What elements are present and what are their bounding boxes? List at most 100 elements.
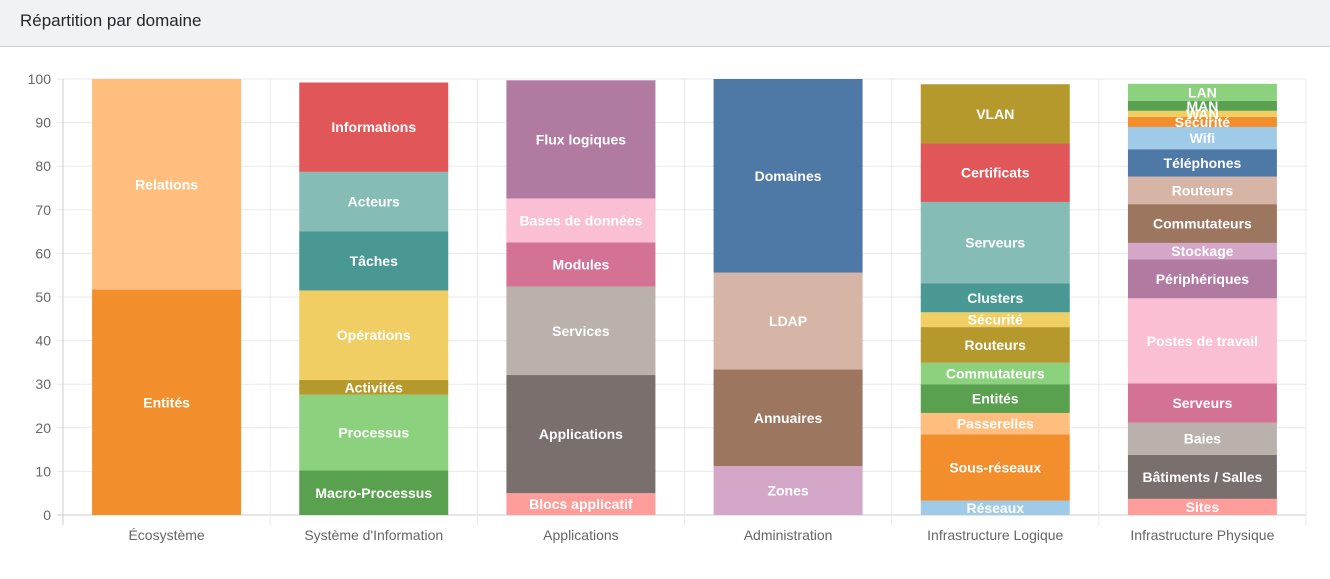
y-tick-label: 90	[35, 115, 51, 131]
bar-segment	[506, 80, 656, 199]
bar-stack: Macro-Processus Processus Activités Opérati…	[299, 82, 449, 515]
bar-segment	[920, 312, 1070, 328]
bar-segment	[1127, 259, 1277, 299]
segment-label: Acteurs	[348, 194, 400, 210]
segment-label: Bâtiments / Salles	[1143, 469, 1263, 485]
bar-segment	[1127, 126, 1277, 150]
card-title: Répartition par domaine	[20, 11, 202, 30]
segment-label: LDAP	[769, 313, 807, 329]
x-tick-label: Infrastructure Physique	[1130, 527, 1274, 543]
segment-label: Entités	[972, 391, 1019, 407]
segment-label: Passerelles	[957, 416, 1034, 432]
bar-segment	[1127, 454, 1277, 499]
bar-segment	[1127, 422, 1277, 455]
y-tick-label: 30	[35, 376, 51, 392]
bar-segment	[920, 283, 1070, 313]
bar-segment	[920, 327, 1070, 363]
segment-label: Serveurs	[965, 235, 1025, 251]
bar-segment	[1127, 498, 1277, 515]
bar-segment	[299, 394, 449, 471]
bar-segment	[506, 286, 656, 376]
segment-label: Tâches	[350, 253, 398, 269]
bar-segment	[920, 143, 1070, 202]
segment-label: Sécurité	[968, 312, 1023, 328]
segment-label: Blocs applicatif	[529, 496, 633, 512]
chart-area: 0 10 20 30 40 50 60 70 80 90 100 Entités Relations Éc…	[0, 48, 1330, 574]
segment-label: Relations	[135, 176, 198, 192]
bar-segment	[1127, 383, 1277, 423]
segment-label: Serveurs	[1172, 395, 1232, 411]
segment-label: Domaines	[755, 168, 822, 184]
bar-segment	[506, 375, 656, 494]
bar-segment	[506, 493, 656, 515]
bar-segment	[299, 171, 449, 232]
segment-label: Modules	[553, 257, 610, 273]
bar-segment	[713, 369, 863, 467]
bar-stack: Zones Annuaires LDAP Domaines	[713, 79, 863, 515]
card-header: Répartition par domaine	[0, 0, 1330, 47]
segment-label: Commutateurs	[946, 366, 1045, 382]
bar-segment	[1127, 298, 1277, 384]
bar-segment	[299, 82, 449, 172]
y-tick-label: 80	[35, 158, 51, 174]
bar-segment	[299, 290, 449, 380]
bar-segment	[920, 84, 1070, 144]
bar-segment	[92, 79, 242, 290]
bar-segment	[713, 79, 863, 273]
segment-label: Zones	[767, 483, 808, 499]
bar-segment	[920, 434, 1070, 501]
bar-segment	[920, 384, 1070, 413]
bar-stack: Entités Relations	[92, 79, 242, 515]
segment-label: MAN	[1186, 98, 1218, 114]
x-tick-label: Infrastructure Logique	[927, 527, 1063, 543]
bar-segment	[1127, 242, 1277, 260]
segment-label: Macro-Processus	[315, 485, 432, 501]
bar-stack: Réseaux Sous-réseaux Passerelles Entités Com…	[920, 84, 1070, 516]
bar-segment	[713, 272, 863, 370]
segment-label: Applications	[539, 426, 623, 442]
segment-label: Stockage	[1171, 243, 1233, 259]
segment-label: LAN	[1188, 84, 1217, 100]
segment-label: Wifi	[1190, 130, 1216, 146]
bar-segment	[506, 198, 656, 243]
x-tick-label: Administration	[744, 527, 833, 543]
segment-label: Clusters	[967, 290, 1023, 306]
y-tick-label: 100	[28, 71, 52, 87]
bar-segment	[1127, 110, 1277, 117]
segment-label: Flux logiques	[536, 131, 626, 147]
segment-label: Réseaux	[966, 500, 1024, 516]
segment-label: Périphériques	[1156, 271, 1250, 287]
segment-label: Sites	[1186, 499, 1220, 515]
bar-segment	[920, 412, 1070, 435]
bar-segment	[299, 231, 449, 291]
bar-segment	[299, 379, 449, 395]
segment-label: Annuaires	[754, 410, 823, 426]
bar-segment	[1127, 100, 1277, 111]
bar-segment	[506, 242, 656, 287]
bar-segment	[1127, 149, 1277, 177]
bar-segment	[1127, 176, 1277, 205]
segment-label: Téléphones	[1164, 155, 1242, 171]
x-tick-label: Système d'Information	[304, 527, 443, 543]
y-tick-label: 60	[35, 245, 51, 261]
bar-segment	[920, 500, 1070, 515]
y-tick-label: 50	[35, 289, 51, 305]
y-tick-label: 0	[43, 507, 51, 523]
segment-label: Commutateurs	[1153, 216, 1252, 232]
bar-segment	[92, 289, 242, 515]
segment-label: Routeurs	[1172, 182, 1234, 198]
segment-label: Postes de travail	[1147, 333, 1258, 349]
segment-label: Opérations	[337, 327, 411, 343]
segment-label: Services	[552, 323, 610, 339]
bar-stack: Sites Bâtiments / Salles Baies Serveurs Post…	[1127, 83, 1277, 515]
segment-label: Processus	[338, 425, 409, 441]
x-tick-label: Applications	[543, 527, 619, 543]
segment-label: Baies	[1184, 431, 1222, 447]
bar-segment	[299, 470, 449, 515]
bar-segment	[1127, 204, 1277, 243]
bar-stack: Blocs applicatif Applications Services Modu…	[506, 80, 656, 515]
segment-label: Entités	[143, 394, 190, 410]
segment-label: VLAN	[976, 106, 1014, 122]
y-tick-label: 10	[35, 463, 51, 479]
